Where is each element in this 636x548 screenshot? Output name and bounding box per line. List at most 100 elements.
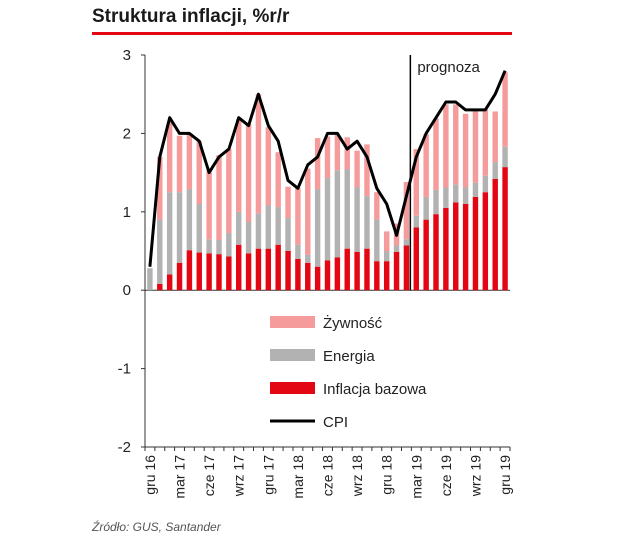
bar-energia	[502, 146, 508, 168]
legend--ywno--swatch	[270, 316, 315, 328]
bar-inflacja-bazowa	[334, 257, 341, 291]
bar--ywno-	[255, 94, 262, 214]
bar--ywno-	[226, 149, 232, 233]
bar--ywno-	[157, 156, 163, 220]
bar--ywno-	[374, 192, 380, 220]
x-tick-label: gru 16	[142, 455, 158, 495]
bar--ywno-	[502, 72, 508, 147]
bar-inflacja-bazowa	[453, 202, 459, 291]
bar-energia	[423, 196, 429, 220]
bar--ywno-	[166, 121, 173, 193]
legend--ywno--label: Żywność	[323, 314, 383, 332]
y-tick-label: 2	[123, 125, 131, 142]
bar--ywno-	[383, 231, 390, 251]
bar-inflacja-bazowa	[462, 203, 469, 291]
forecast-label: prognoza	[417, 59, 480, 76]
bar--ywno-	[245, 123, 252, 222]
bar-inflacja-bazowa	[196, 252, 202, 291]
bar--ywno-	[482, 109, 489, 176]
title-underline	[92, 32, 512, 35]
bar-inflacja-bazowa	[383, 261, 390, 291]
y-tick-label: 3	[123, 47, 131, 64]
bar-energia	[255, 213, 262, 249]
bar-energia	[206, 239, 212, 254]
x-tick-label: cze 17	[201, 455, 217, 496]
x-tick-label: wrz 19	[467, 455, 483, 497]
bar--ywno-	[443, 104, 449, 188]
x-tick-label: gru 17	[260, 455, 276, 495]
bar--ywno-	[354, 150, 360, 188]
x-tick-label: mar 18	[290, 455, 306, 499]
source-note: Źródło: GUS, Santander	[92, 520, 221, 534]
bar-energia	[295, 244, 301, 259]
bar-inflacja-bazowa	[314, 266, 321, 291]
bar--ywno-	[433, 118, 439, 190]
bar-inflacja-bazowa	[295, 258, 301, 291]
x-tick-label: mar 19	[408, 455, 424, 499]
bar-energia	[393, 245, 400, 252]
bar-inflacja-bazowa	[236, 244, 242, 291]
bar--ywno-	[275, 152, 281, 208]
bar--ywno-	[186, 134, 193, 190]
bar-inflacja-bazowa	[433, 214, 439, 291]
bar-inflacja-bazowa	[285, 251, 291, 291]
bar-energia	[433, 189, 439, 215]
bar-energia	[462, 187, 469, 204]
bar--ywno-	[453, 104, 459, 185]
bar-inflacja-bazowa	[226, 256, 232, 291]
bar-inflacja-bazowa	[403, 245, 410, 291]
bar-energia	[354, 187, 360, 252]
bar-energia	[482, 175, 489, 193]
bars	[147, 72, 508, 291]
bar-inflacja-bazowa	[374, 261, 380, 291]
bar-energia	[285, 218, 291, 251]
bar--ywno-	[285, 186, 291, 219]
legend-energia-swatch	[270, 349, 315, 361]
bar-inflacja-bazowa	[354, 251, 360, 291]
bar-inflacja-bazowa	[255, 248, 262, 291]
bar-inflacja-bazowa	[502, 167, 508, 291]
y-tick-label: -1	[118, 361, 131, 378]
page-title: Struktura inflacji, %r/r	[92, 6, 290, 27]
bar-energia	[383, 251, 390, 262]
bar-inflacja-bazowa	[305, 262, 311, 291]
x-tick-label: cze 18	[320, 455, 336, 496]
bar--ywno-	[196, 141, 202, 204]
x-tick-label: wrz 17	[231, 455, 247, 497]
bar-energia	[443, 187, 449, 208]
bar-inflacja-bazowa	[245, 253, 252, 291]
bar-inflacja-bazowa	[166, 274, 173, 291]
bar-energia	[196, 203, 202, 253]
bar--ywno-	[305, 168, 311, 255]
bar--ywno-	[324, 136, 331, 179]
bar-energia	[157, 219, 163, 284]
legend-inflacja-bazowa-swatch	[270, 382, 315, 394]
bar-energia	[265, 205, 272, 249]
bar--ywno-	[334, 134, 341, 171]
bar--ywno-	[176, 135, 183, 193]
x-tick-label: cze 19	[438, 455, 454, 496]
y-tick-label: -2	[118, 439, 131, 456]
bar-inflacja-bazowa	[443, 207, 449, 291]
bar-energia	[245, 221, 252, 254]
bar--ywno-	[492, 111, 498, 163]
bar-inflacja-bazowa	[344, 248, 350, 291]
cpi-line-group	[148, 70, 507, 267]
bar--ywno-	[472, 110, 479, 183]
bar-inflacja-bazowa	[482, 192, 489, 291]
bar--ywno-	[364, 144, 370, 197]
bar--ywno-	[216, 155, 222, 241]
bar--ywno-	[462, 113, 469, 188]
bar-energia	[453, 184, 459, 203]
bar-energia	[472, 182, 479, 197]
bar-inflacja-bazowa	[216, 254, 222, 291]
bar--ywno-	[314, 138, 321, 190]
bar-inflacja-bazowa	[157, 283, 163, 291]
bar-energia	[324, 178, 331, 261]
bar-inflacja-bazowa	[176, 262, 183, 291]
bar-inflacja-bazowa	[364, 248, 370, 291]
bar--ywno-	[403, 182, 410, 240]
legend-inflacja-bazowa-label: Inflacja bazowa	[323, 381, 427, 398]
bar--ywno-	[236, 119, 242, 212]
